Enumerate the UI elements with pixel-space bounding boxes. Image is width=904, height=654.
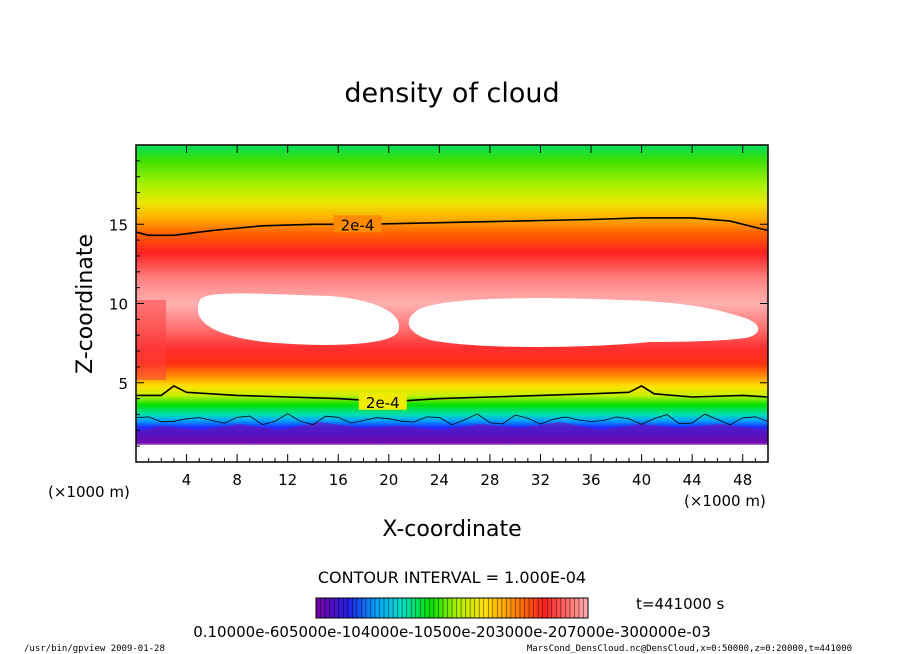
x-tick-label: 8 xyxy=(232,471,242,489)
y-tick-label: 15 xyxy=(109,216,128,234)
contour-line xyxy=(136,217,768,237)
footer-left: /usr/bin/gpview 2009-01-28 xyxy=(24,644,165,654)
contour-label: 2e-4 xyxy=(366,394,400,412)
x-tick-label: 28 xyxy=(480,471,499,489)
contour-interval-text: CONTOUR INTERVAL = 1.000E-04 xyxy=(318,568,586,587)
x-tick-label: 4 xyxy=(182,471,192,489)
chart-title: density of cloud xyxy=(344,78,559,109)
plot-field: 2e-4 2e-4 xyxy=(136,145,768,462)
contour-line xyxy=(136,384,768,403)
y-axis: 5 10 15 xyxy=(109,160,768,447)
x-unit-label: (×1000 m) xyxy=(684,492,766,510)
y-unit-label: (×1000 m) xyxy=(48,483,130,501)
x-tick-label: 24 xyxy=(430,471,449,489)
time-label: t=441000 s xyxy=(636,595,724,613)
x-tick-label: 36 xyxy=(581,471,600,489)
contour-label-bg xyxy=(333,215,382,233)
x-tick-label: 20 xyxy=(379,471,398,489)
x-axis: 4 8 12 16 20 24 28 32 36 40 44 48 xyxy=(148,145,756,489)
y-tick-label: 5 xyxy=(118,375,128,393)
colorbar xyxy=(315,597,589,619)
contour-line-minor xyxy=(136,413,768,426)
y-axis-title: Z-coordinate xyxy=(73,234,98,374)
x-tick-label: 44 xyxy=(683,471,702,489)
x-tick-label: 32 xyxy=(531,471,550,489)
contour-label: 2e-4 xyxy=(341,216,375,234)
footer-right: MarsCond_DensCloud.nc@DensCloud,x=0:5000… xyxy=(527,644,852,654)
x-tick-label: 12 xyxy=(278,471,297,489)
cloud-core-left xyxy=(197,293,400,345)
x-tick-label: 16 xyxy=(329,471,348,489)
y-tick-label: 10 xyxy=(109,296,128,314)
x-tick-label: 40 xyxy=(632,471,651,489)
x-tick-label: 48 xyxy=(733,471,752,489)
x-axis-title: X-coordinate xyxy=(382,517,521,542)
cloud-core-right xyxy=(408,298,759,347)
contour-label-bg xyxy=(358,392,407,410)
colorbar-tick-labels: 0.10000e-605000e-104000e-10500e-203000e-… xyxy=(193,623,711,641)
